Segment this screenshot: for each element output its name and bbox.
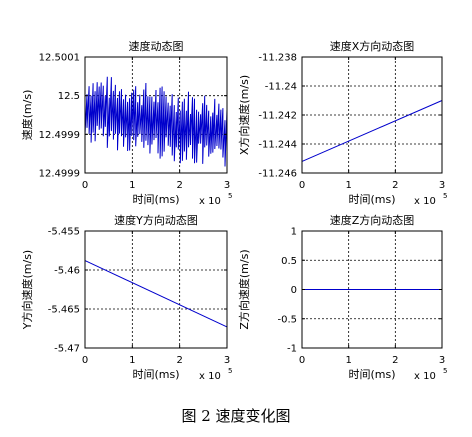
x-tick-label: 3	[224, 355, 230, 366]
x-tick-label: 3	[439, 355, 445, 366]
y-tick-label: -11.24	[265, 82, 297, 93]
chart-title: 速度Y方向动态图	[114, 213, 198, 227]
x-exponent-label: x 10	[199, 196, 221, 207]
y-tick-label: -11.238	[258, 53, 297, 64]
x-axis-label: 时间(ms)	[132, 368, 179, 381]
series-line	[84, 76, 228, 167]
x-tick-label: 2	[176, 355, 182, 366]
figure-caption: 图 2 速度变化图	[181, 407, 291, 425]
x-axis-label: 时间(ms)	[348, 368, 395, 381]
x-exponent-label: x 10	[199, 371, 221, 382]
x-tick-label: 1	[129, 180, 135, 191]
y-tick-label: -11.242	[258, 111, 297, 122]
y-tick-label: -5.46	[54, 266, 80, 277]
figure-canvas: 0 1 2 3 12.4999 12.4999 12.5 12.5001 速度动态图时间(ms)…	[20, 39, 447, 382]
y-tick-label: 12.4999	[39, 169, 80, 180]
y-tick-label: -11.246	[258, 169, 297, 180]
x-tick-label: 2	[392, 355, 398, 366]
x-tick-label: 2	[176, 180, 182, 191]
y-tick-label: 12.4999	[39, 130, 80, 141]
x-tick-label: 3	[224, 180, 230, 191]
x-tick-label: 0	[299, 180, 305, 191]
y-axis-label: Z方向速度(m/s)	[237, 249, 251, 329]
x-tick-label: 1	[345, 180, 351, 191]
x-axis-label: 时间(ms)	[348, 193, 395, 206]
y-tick-label: 0.5	[281, 256, 297, 267]
x-tick-label: 0	[82, 355, 88, 366]
y-tick-label: -5.465	[48, 305, 80, 316]
x-axis-label: 时间(ms)	[132, 193, 179, 206]
chart-title: 速度X方向动态图	[330, 39, 415, 53]
y-tick-label: 1	[291, 227, 297, 238]
y-axis-label: X方向速度(m/s)	[237, 75, 251, 155]
y-axis-label: 速度(m/s)	[20, 90, 34, 141]
x-tick-label: 2	[392, 180, 398, 191]
y-tick-label: 0	[291, 285, 297, 296]
plot-area	[85, 231, 227, 348]
x-tick-label: 1	[345, 355, 351, 366]
y-tick-label: -0.5	[277, 314, 297, 325]
x-exponent-power: 5	[443, 192, 447, 200]
y-tick-label: -5.455	[48, 227, 80, 238]
chart-title: 速度动态图	[129, 39, 184, 53]
x-tick-label: 0	[82, 180, 88, 191]
x-tick-label: 0	[299, 355, 305, 366]
chart-speed: 0 1 2 3 12.4999 12.4999 12.5 12.5001 速度动态图时间(ms)…	[20, 39, 232, 207]
series-line	[301, 100, 443, 162]
y-tick-label: 12.5001	[39, 53, 80, 64]
y-tick-label: -11.244	[258, 140, 297, 151]
x-tick-label: 3	[439, 180, 445, 191]
chart-speed-y: 0 1 2 3 -5.47 -5.465 -5.46 -5.455 速度Y方向动态图时间(ms)…	[20, 213, 232, 382]
x-exponent-power: 5	[228, 367, 232, 375]
y-tick-label: -1	[287, 344, 297, 355]
axes-box	[84, 230, 228, 349]
axes-box	[84, 56, 228, 174]
y-tick-label: 12.5	[58, 91, 80, 102]
x-tick-label: 1	[129, 355, 135, 366]
x-exponent-label: x 10	[414, 196, 436, 207]
y-axis-label: Y方向速度(m/s)	[20, 250, 34, 330]
y-tick-label: -5.47	[54, 344, 80, 355]
x-exponent-label: x 10	[414, 371, 436, 382]
chart-speed-x: 0 1 2 3 -11.246 -11.244 -11.242 -11.24 -11.238 速度…	[237, 39, 447, 207]
x-exponent-power: 5	[228, 192, 232, 200]
series-line	[84, 260, 228, 328]
chart-title: 速度Z方向动态图	[330, 213, 415, 227]
x-exponent-power: 5	[443, 367, 447, 375]
